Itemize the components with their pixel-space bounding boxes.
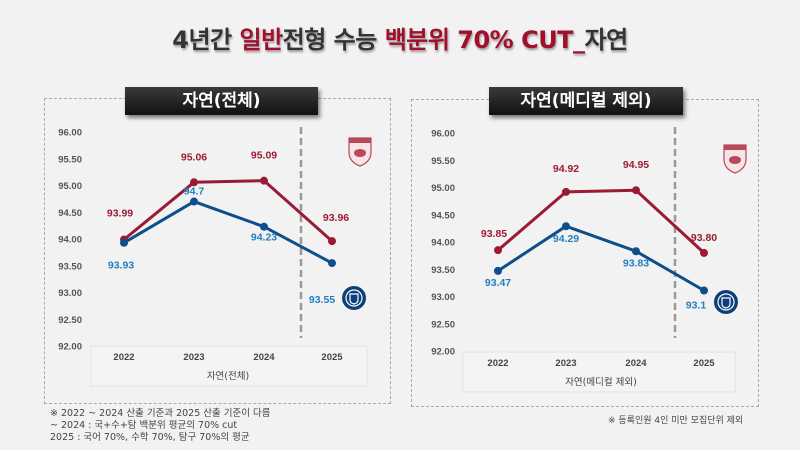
yonsei-university-logo	[714, 290, 738, 314]
data-point	[700, 286, 708, 295]
x-tick-label: 2023	[183, 352, 204, 363]
x-axis-label: 자연(메디컬 제외)	[565, 376, 637, 388]
data-point	[260, 176, 268, 185]
data-point	[632, 247, 640, 256]
x-tick-label: 2025	[321, 352, 343, 363]
emblem-ring	[717, 293, 735, 311]
y-tick-label: 95.00	[58, 181, 82, 192]
data-label: 95.09	[251, 150, 277, 162]
data-label: 93.1	[686, 300, 707, 312]
x-tick-label: 2024	[253, 352, 275, 363]
y-tick-label: 94.00	[58, 235, 82, 246]
data-label: 94.92	[553, 163, 579, 175]
footnote-left: ※ 2022 ~ 2024 산출 기준과 2025 산출 기준이 다름 ~ 20…	[50, 408, 271, 444]
footnote-line: ※ 2022 ~ 2024 산출 기준과 2025 산출 기준이 다름	[50, 408, 271, 419]
korea-university-logo	[348, 137, 372, 167]
data-point	[562, 222, 570, 231]
y-tick-label: 93.00	[431, 292, 455, 303]
chart-0: 96.00 95.50 95.00 94.50 94.00 93.50 93.00 92.50…	[58, 127, 372, 387]
title-part: 전형 수능	[282, 26, 385, 54]
data-label: 93.80	[691, 232, 717, 244]
data-point	[562, 187, 570, 196]
x-tick-label: 2022	[487, 358, 508, 369]
y-tick-label: 95.50	[58, 154, 82, 165]
data-label: 93.55	[309, 294, 335, 306]
data-point	[328, 237, 336, 246]
crest-band	[724, 145, 746, 150]
data-point	[190, 197, 198, 206]
footnote-line: ~ 2024 : 국+수+탐 백분위 평균의 70% cut	[50, 420, 238, 431]
y-tick-label: 96.00	[431, 129, 455, 140]
x-tick-label: 2024	[625, 358, 647, 369]
series-line-yonsei	[123, 199, 333, 265]
footnote-right: ※ 등록인원 4인 미만 모집단위 제외	[608, 416, 744, 426]
data-label: 93.96	[323, 212, 349, 224]
data-point	[328, 259, 336, 268]
korea-university-logo	[723, 144, 747, 174]
y-tick-label: 96.00	[58, 128, 82, 139]
x-axis-area	[462, 351, 736, 393]
chart-1: 96.00 95.50 95.00 94.50 94.00 93.50 93.00 92.50…	[431, 127, 747, 393]
x-tick-label: 2022	[113, 352, 134, 363]
y-tick-label: 93.00	[58, 288, 82, 299]
y-tick-label: 95.00	[431, 183, 455, 194]
data-label: 94.29	[553, 233, 579, 245]
y-tick-label: 95.50	[431, 156, 455, 167]
x-axis-area	[90, 345, 368, 387]
data-label: 94.7	[184, 186, 205, 198]
y-tick-label: 92.50	[58, 315, 82, 326]
x-tick-label: 2025	[693, 358, 715, 369]
x-axis-label: 자연(전체)	[207, 371, 249, 382]
data-label: 95.06	[181, 151, 207, 163]
y-tick-label: 92.00	[431, 347, 455, 358]
crest-band	[349, 138, 371, 143]
title-highlight: 일반	[239, 26, 283, 54]
data-label: 93.83	[623, 257, 649, 269]
title-highlight: 백분위 70% CUT_	[384, 26, 585, 54]
y-tick-label: 94.00	[431, 238, 455, 249]
data-label: 93.99	[107, 208, 133, 220]
data-label: 94.23	[251, 232, 277, 244]
data-label: 93.85	[481, 228, 507, 240]
series-line-yonsei	[497, 224, 705, 292]
y-tick-label: 93.50	[431, 265, 455, 276]
title-part: 4년간	[172, 26, 240, 54]
data-point	[632, 186, 640, 195]
footnote-line: 2025 : 국어 70%, 수학 70%, 탐구 70%의 평균	[50, 432, 250, 443]
emblem-ring	[345, 289, 363, 307]
data-point	[260, 222, 268, 231]
emblem-shield-icon	[349, 293, 359, 305]
y-tick-label: 92.00	[58, 342, 82, 353]
y-tick-label: 92.50	[431, 319, 455, 330]
series-line-korea	[123, 179, 333, 243]
tiger-icon	[729, 156, 741, 164]
data-label: 94.95	[623, 159, 649, 171]
data-point	[700, 248, 708, 257]
data-point	[120, 238, 128, 247]
title-part: 자연	[584, 26, 629, 54]
data-label: 93.47	[485, 277, 511, 289]
chart-title-non-medical: 자연(메디컬 제외)	[489, 87, 683, 115]
series-line-korea	[497, 188, 706, 255]
data-label: 93.93	[108, 260, 134, 272]
data-point	[494, 246, 502, 255]
x-tick-label: 2023	[555, 358, 576, 369]
y-tick-label: 94.50	[58, 208, 82, 219]
yonsei-university-logo	[342, 286, 366, 310]
y-tick-label: 94.50	[431, 210, 455, 221]
page-title: 4년간 일반전형 수능 백분위 70% CUT_자연	[0, 20, 800, 55]
y-tick-label: 93.50	[58, 261, 82, 272]
chart-title-all: 자연(전체)	[125, 87, 318, 115]
data-point	[190, 178, 198, 187]
emblem-shield-icon	[721, 297, 731, 309]
tiger-icon	[354, 149, 366, 157]
data-point	[494, 266, 502, 275]
